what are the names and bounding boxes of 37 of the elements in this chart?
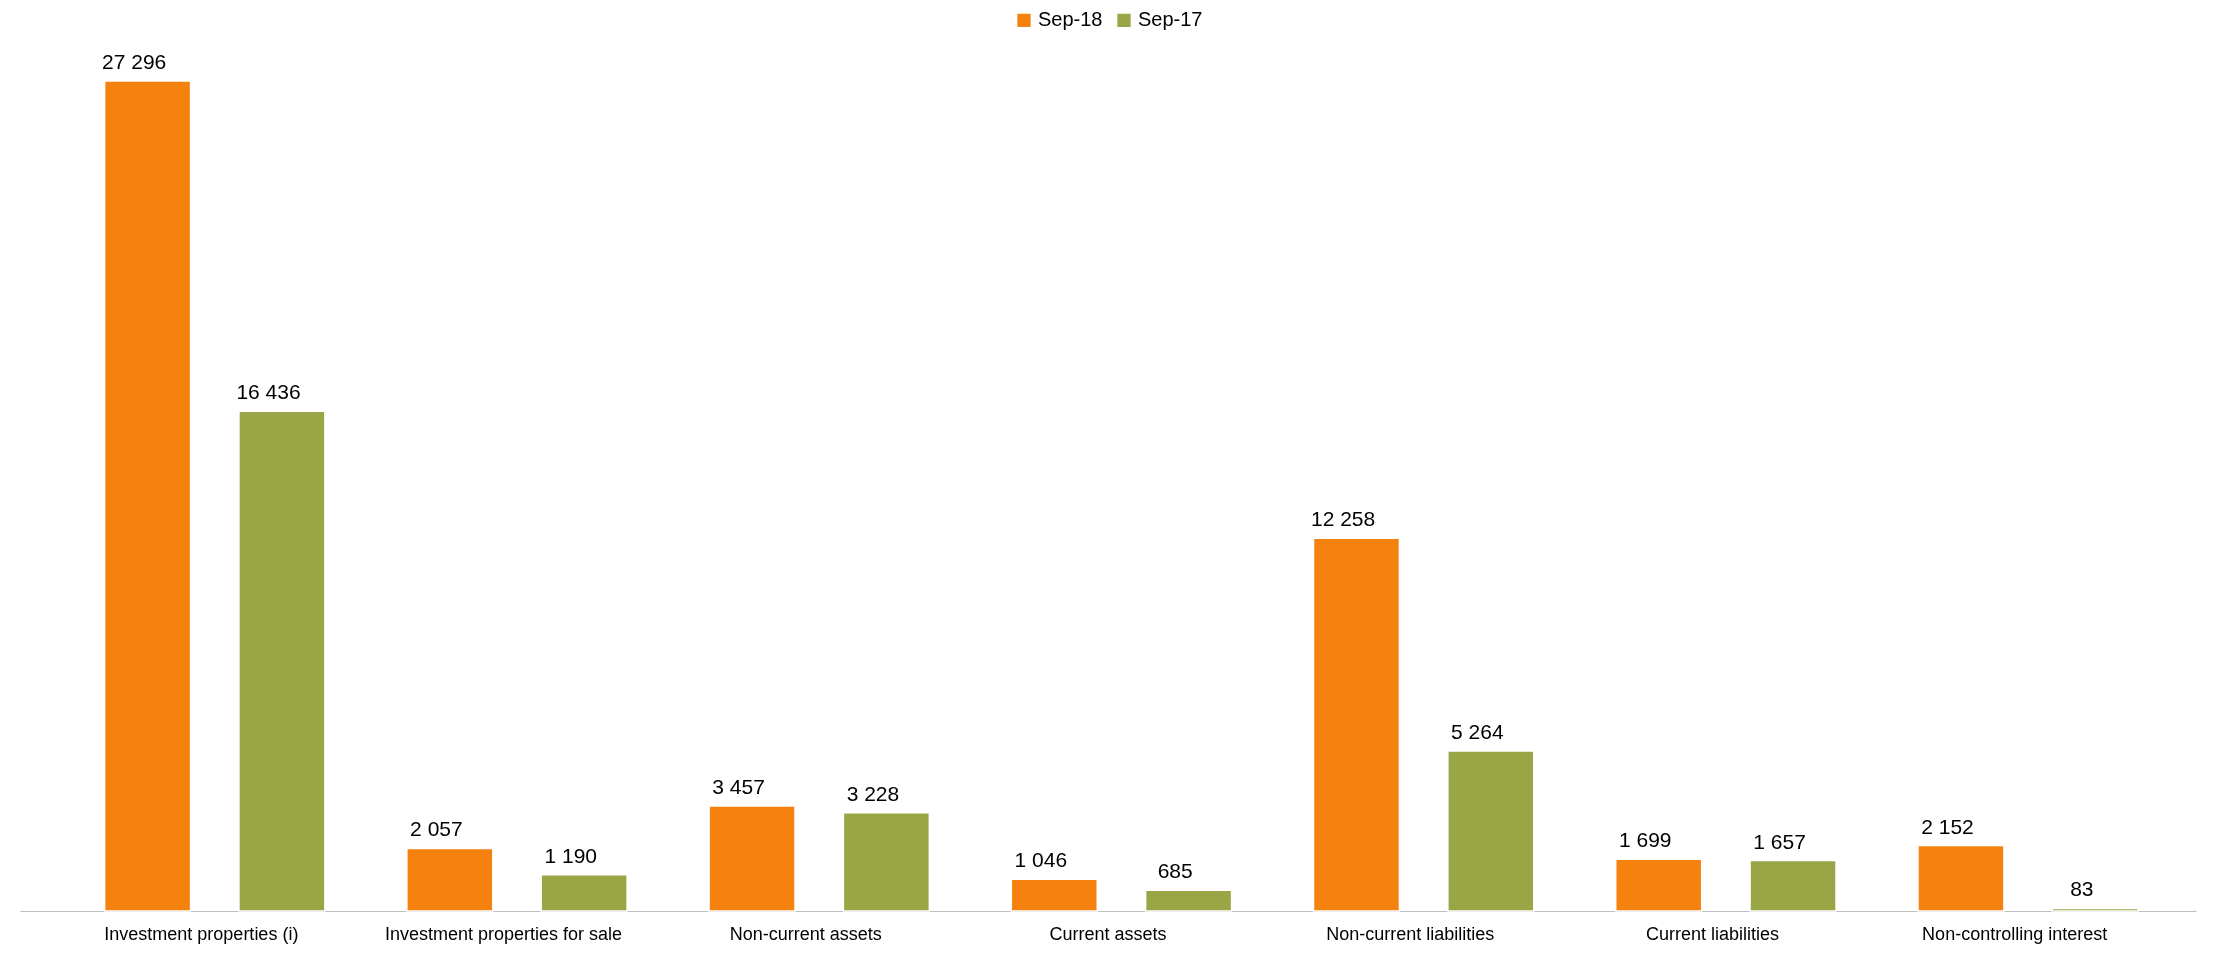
data-label: 3 228 [846,781,900,805]
bar [708,805,796,912]
bar [1447,750,1535,912]
bar [1917,844,2005,912]
data-label: 1 190 [544,843,597,867]
data-label: 27 296 [102,50,167,73]
data-label: 1 046 [1014,848,1068,872]
x-tick-label: Non-current assets [729,923,882,944]
data-label: 83 [2070,877,2094,901]
data-label: 1 699 [1619,828,1672,852]
bar [1010,878,1098,912]
data-label: 685 [1157,859,1193,883]
x-tick-label: Investment properties for sale [384,923,623,944]
legend-label: Sep-17 [1138,8,1203,31]
x-tick-label: Investment properties (i) [104,923,299,944]
bar [1749,859,1837,912]
legend-label: Sep-18 [1038,8,1103,31]
bar [842,812,931,912]
data-label: 2 057 [410,817,463,841]
bar [103,80,192,912]
data-label: 5 264 [1451,719,1504,743]
data-label: 16 436 [236,380,301,404]
data-label: 1 657 [1753,829,1806,853]
data-label: 12 258 [1310,507,1376,531]
data-label: 3 457 [712,774,765,798]
bar [238,410,326,912]
bar [1144,889,1233,912]
bar [1312,537,1401,912]
bar [406,847,494,912]
x-tick-label: Current assets [1049,923,1167,944]
x-tick-label: Non-current liabilities [1326,923,1495,944]
bar [1614,858,1703,912]
bar [2051,907,2139,912]
x-tick-label: Current liabilities [1645,923,1779,944]
data-label: 2 152 [1921,814,1974,838]
bar [540,874,628,912]
x-tick-label: Non-controlling interest [1922,923,2108,944]
